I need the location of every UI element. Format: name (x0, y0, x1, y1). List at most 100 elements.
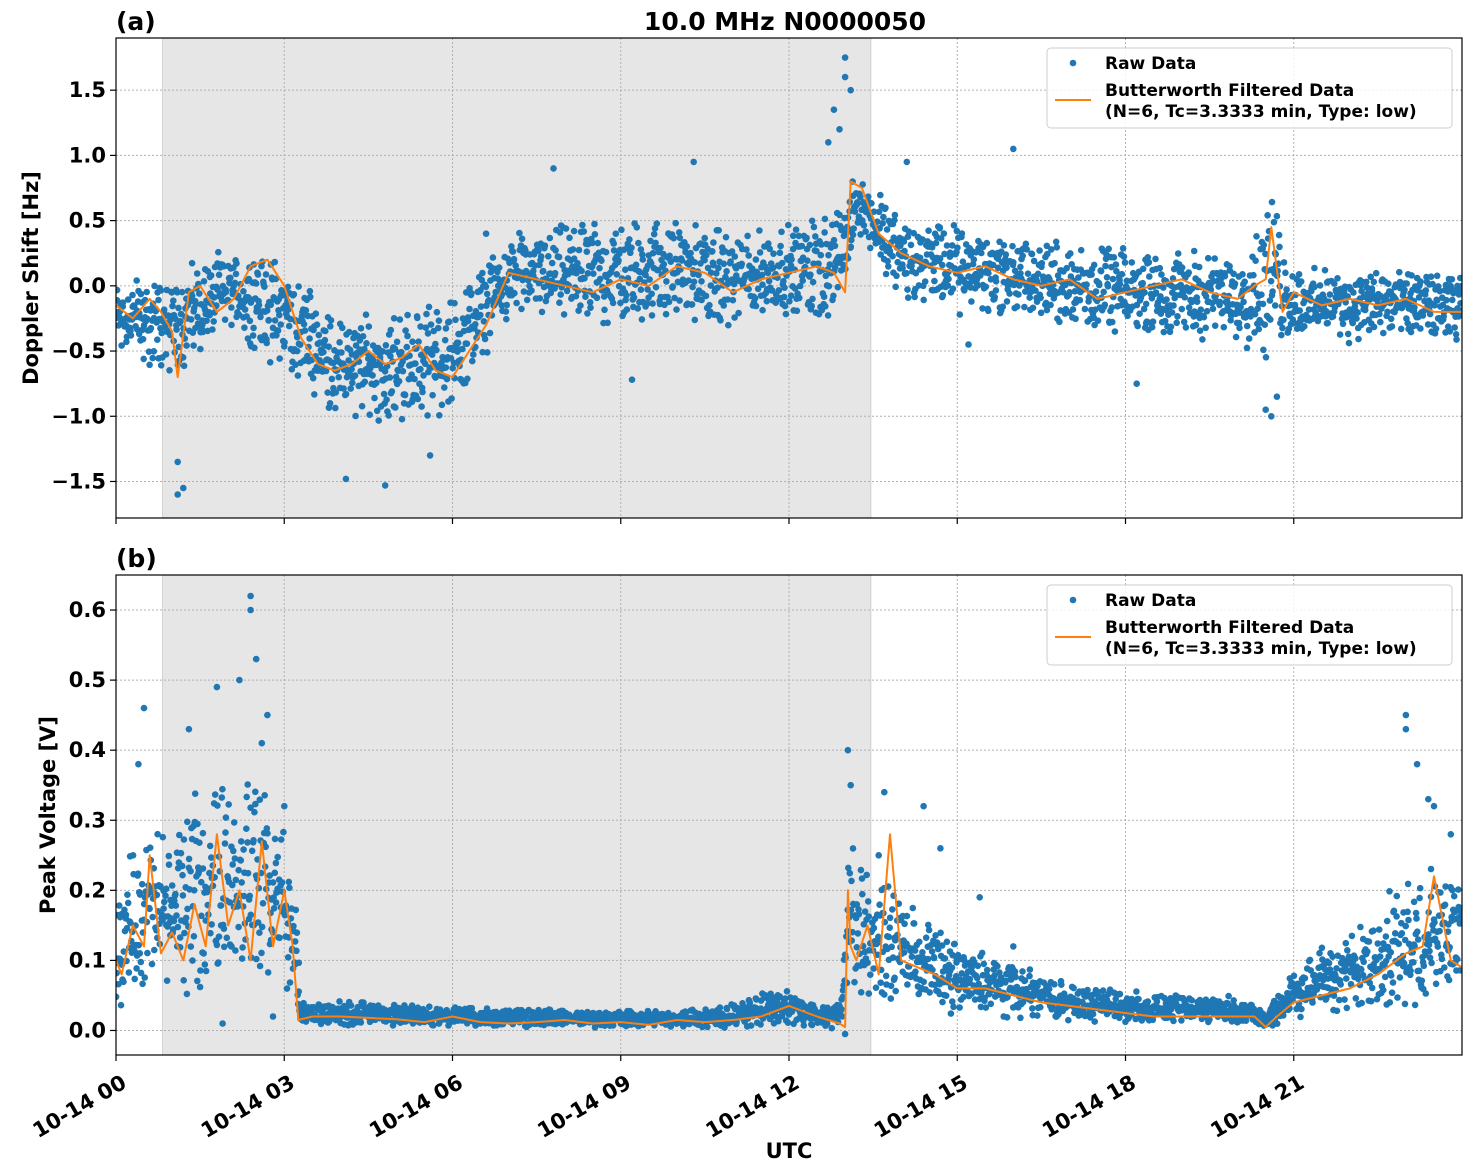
raw-data-point (566, 234, 573, 242)
raw-data-point (824, 312, 832, 319)
raw-data-point (1092, 288, 1100, 295)
raw-data-point (1411, 304, 1418, 311)
raw-data-point (187, 943, 195, 950)
raw-data-point (459, 315, 467, 322)
y-tick-label: −0.5 (51, 339, 106, 363)
raw-data-point (1267, 316, 1274, 323)
raw-data-point (154, 336, 161, 344)
raw-data-point (647, 237, 654, 245)
raw-data-point (1037, 1003, 1044, 1011)
raw-data-point (1237, 303, 1244, 311)
raw-data-point (466, 284, 473, 292)
raw-data-point (390, 315, 398, 322)
raw-data-point (210, 318, 217, 325)
raw-data-point (1312, 309, 1320, 317)
raw-data-point (381, 482, 389, 489)
raw-data-point (670, 234, 677, 242)
raw-data-point (817, 251, 825, 259)
raw-data-point (479, 348, 486, 356)
raw-data-point (892, 283, 899, 291)
raw-data-point (977, 1003, 985, 1011)
raw-data-point (698, 296, 705, 304)
raw-data-point (825, 139, 832, 146)
raw-data-point (196, 839, 203, 846)
raw-data-point (1220, 323, 1228, 331)
raw-data-point (623, 306, 631, 313)
raw-data-point (578, 267, 585, 275)
raw-data-point (974, 282, 982, 289)
raw-data-point (639, 256, 647, 263)
raw-data-point (359, 333, 367, 340)
raw-data-point (230, 847, 237, 855)
raw-data-point (345, 328, 353, 336)
raw-data-point (280, 828, 287, 836)
raw-data-point (745, 285, 752, 293)
raw-data-point (137, 958, 145, 966)
raw-data-point (157, 362, 165, 369)
raw-data-point (830, 236, 838, 244)
raw-data-point (720, 260, 728, 268)
raw-data-point (228, 304, 235, 311)
raw-data-point (822, 303, 829, 310)
raw-data-point (956, 311, 964, 318)
raw-data-point (227, 274, 234, 282)
raw-data-point (666, 252, 673, 260)
raw-data-point (1011, 968, 1019, 975)
raw-data-point (699, 1023, 706, 1031)
raw-data-point (264, 830, 271, 837)
shaded-region (162, 574, 872, 1056)
raw-data-point (402, 327, 409, 334)
raw-data-point (1167, 323, 1175, 331)
raw-data-point (183, 990, 191, 998)
raw-data-point (196, 983, 204, 991)
raw-data-point (221, 316, 229, 324)
raw-data-point (240, 892, 248, 900)
raw-data-point (321, 336, 329, 344)
raw-data-point (1003, 1014, 1011, 1021)
raw-data-point (1401, 286, 1408, 294)
raw-data-point (193, 270, 201, 277)
raw-data-point (1273, 1020, 1281, 1027)
raw-data-point (325, 343, 333, 351)
raw-data-point (206, 842, 214, 850)
raw-data-point (538, 308, 546, 316)
raw-data-point (1043, 242, 1051, 250)
raw-data-point (907, 241, 915, 249)
raw-data-point (165, 861, 173, 868)
raw-data-point (1253, 233, 1260, 240)
raw-data-point (657, 244, 664, 252)
raw-data-point (383, 396, 390, 404)
raw-data-point (1156, 264, 1164, 272)
raw-data-point (1397, 325, 1405, 333)
raw-data-point (633, 224, 641, 231)
raw-data-point (622, 266, 629, 274)
raw-data-point (695, 271, 702, 279)
raw-data-point (271, 869, 279, 877)
raw-data-point (1002, 251, 1010, 258)
raw-data-point (116, 993, 120, 1001)
raw-data-point (770, 250, 777, 257)
raw-data-point (189, 957, 196, 964)
raw-data-point (404, 332, 411, 340)
raw-data-point (580, 228, 588, 235)
raw-data-point (1363, 284, 1371, 291)
raw-data-point (830, 292, 837, 300)
raw-data-point (1102, 262, 1109, 270)
raw-data-point (904, 981, 911, 988)
raw-data-point (982, 283, 990, 291)
raw-data-point (472, 307, 480, 315)
raw-data-point (650, 230, 658, 238)
raw-data-point (1104, 283, 1112, 290)
raw-data-point (1010, 145, 1017, 153)
raw-data-point (518, 235, 526, 243)
raw-data-point (239, 944, 246, 951)
raw-data-point (434, 324, 442, 332)
raw-data-point (322, 367, 330, 375)
raw-data-point (201, 961, 209, 968)
raw-data-point (241, 306, 249, 313)
raw-data-point (445, 318, 453, 326)
raw-data-point (537, 253, 545, 260)
raw-data-point (495, 264, 503, 271)
raw-data-point (875, 208, 883, 216)
